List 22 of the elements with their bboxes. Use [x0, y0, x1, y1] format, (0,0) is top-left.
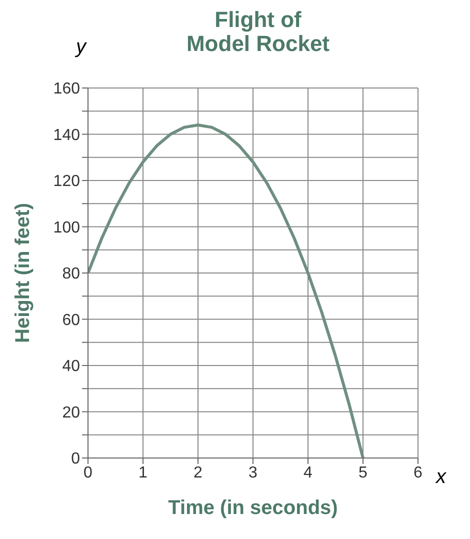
- chart-title: Flight of Model Rocket: [185, 7, 331, 56]
- x-tick-label: 2: [194, 464, 203, 482]
- x-axis-title: Time (in seconds): [168, 497, 338, 519]
- x-tick-label: 1: [138, 464, 148, 482]
- y-tick-label: 160: [53, 80, 80, 98]
- y-tick-label: 120: [53, 173, 80, 190]
- y-tick-label: 80: [62, 266, 80, 283]
- y-tick-label: 140: [53, 126, 80, 144]
- y-tick-label: 0: [71, 450, 80, 468]
- text: x: [436, 466, 446, 489]
- y-axis-title: Height (in feet): [12, 203, 34, 343]
- y-tick-label: 100: [53, 219, 80, 236]
- y-tick-label: 20: [62, 404, 80, 422]
- y-tick-label: 60: [62, 312, 80, 329]
- x-tick-label: 4: [304, 464, 313, 482]
- y-tick-label: 40: [62, 358, 80, 376]
- x-tick-label: 3: [248, 464, 258, 482]
- line-series: [88, 124, 364, 458]
- x-tick-label: 6: [414, 464, 423, 482]
- text: y: [76, 36, 86, 59]
- x-tick-label: 0: [84, 464, 93, 482]
- x-tick-label: 5: [358, 464, 368, 482]
